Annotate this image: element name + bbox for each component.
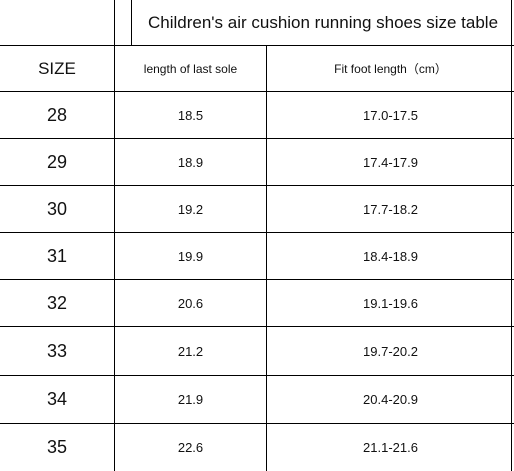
foot-length-cell: 17.7-18.2 [363, 201, 418, 217]
size-cell: 33 [0, 327, 115, 375]
header-foot-length: Fit foot length（cm） [334, 62, 447, 76]
header-row: SIZE length of last sole Fit foot length… [0, 46, 514, 92]
foot-length-cell: 17.4-17.9 [363, 154, 418, 170]
last-length-cell: 18.5 [115, 92, 267, 138]
last-length-cell: 19.2 [115, 186, 267, 232]
table-row: 31 19.9 18.4-18.9 [0, 233, 514, 280]
foot-length-cell: 20.4-20.9 [363, 392, 418, 407]
foot-length-cell: 19.7-20.2 [363, 343, 418, 359]
size-cell: 30 [0, 186, 115, 232]
title-empty-cell [0, 0, 115, 45]
table-row: 28 18.5 17.0-17.5 [0, 92, 514, 139]
size-cell: 34 [0, 376, 115, 423]
table-row: 29 18.9 17.4-17.9 [0, 139, 514, 186]
table-right-border [511, 0, 512, 471]
foot-length-cell: 19.1-19.6 [363, 295, 418, 311]
size-cell: 35 [0, 424, 115, 471]
table-row: 34 21.9 20.4-20.9 [0, 376, 514, 424]
table-row: 33 21.2 19.7-20.2 [0, 327, 514, 376]
title-spacer-cell [115, 0, 132, 45]
foot-length-cell: 17.0-17.5 [363, 107, 418, 123]
table-row: 35 22.6 21.1-21.6 [0, 424, 514, 471]
size-cell: 29 [0, 139, 115, 185]
last-length-cell: 21.2 [115, 327, 267, 375]
size-cell: 32 [0, 280, 115, 326]
foot-length-cell: 18.4-18.9 [363, 248, 418, 264]
last-length-cell: 18.9 [115, 139, 267, 185]
header-size: SIZE [0, 46, 115, 91]
last-length-cell: 20.6 [115, 280, 267, 326]
last-length-cell: 22.6 [115, 424, 267, 471]
table-row: 32 20.6 19.1-19.6 [0, 280, 514, 327]
table-row: 30 19.2 17.7-18.2 [0, 186, 514, 233]
header-last-length: length of last sole [115, 46, 267, 91]
last-length-cell: 21.9 [115, 376, 267, 423]
foot-length-cell: 21.1-21.6 [363, 440, 418, 455]
last-length-cell: 19.9 [115, 233, 267, 279]
title-row: Children's air cushion running shoes siz… [0, 0, 514, 46]
size-cell: 28 [0, 92, 115, 138]
size-cell: 31 [0, 233, 115, 279]
table-title: Children's air cushion running shoes siz… [147, 12, 499, 32]
